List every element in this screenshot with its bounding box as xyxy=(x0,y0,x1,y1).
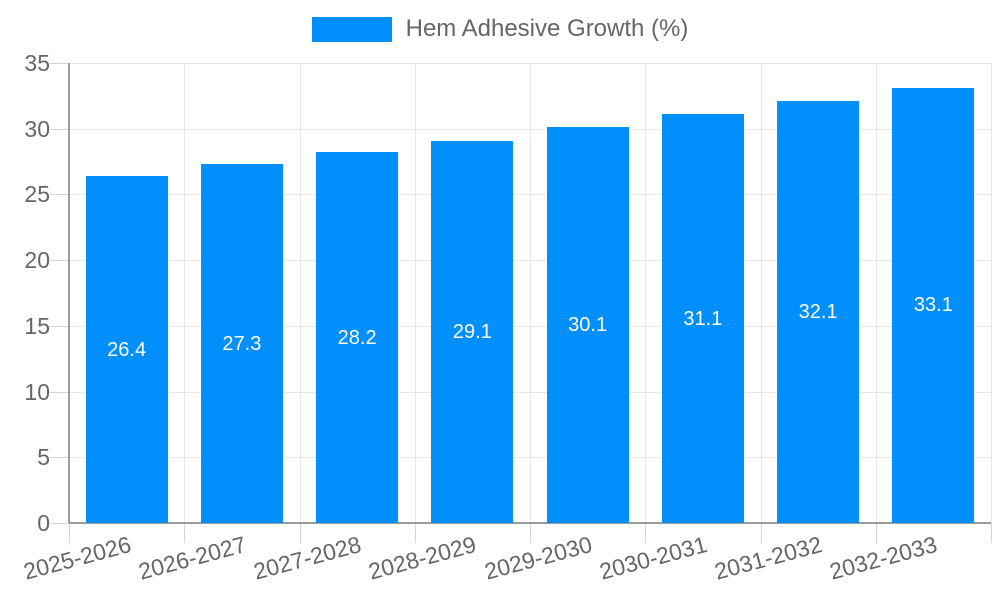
bar[interactable] xyxy=(431,140,514,523)
y-axis-tick xyxy=(50,63,69,64)
y-axis-label: 10 xyxy=(24,378,50,405)
bar-value-label: 29.1 xyxy=(452,320,492,343)
y-axis-label: 15 xyxy=(24,312,50,339)
x-axis-label: 2026-2027 xyxy=(135,531,249,585)
x-axis-label: 2030-2031 xyxy=(596,531,710,585)
y-axis-tick xyxy=(50,391,69,393)
y-axis-tick xyxy=(50,128,69,130)
gridline-vertical xyxy=(530,63,531,523)
bar[interactable] xyxy=(777,101,860,523)
gridline-vertical xyxy=(184,63,186,523)
y-axis-tick xyxy=(50,457,69,459)
y-axis-label: 5 xyxy=(37,444,50,471)
x-axis-tick xyxy=(69,523,70,543)
x-axis-tick xyxy=(299,523,301,543)
bar-value-label: 28.2 xyxy=(337,326,377,349)
bar[interactable] xyxy=(661,114,744,523)
x-axis-label: 2029-2030 xyxy=(481,531,595,585)
y-axis-tick xyxy=(50,260,69,262)
bar[interactable] xyxy=(892,87,975,523)
x-axis-tick xyxy=(760,523,762,543)
x-axis-line xyxy=(69,522,991,524)
bar[interactable] xyxy=(200,164,283,523)
bar-value-label: 26.4 xyxy=(107,338,147,361)
x-axis-label: 2032-2033 xyxy=(827,531,941,585)
x-axis-tick xyxy=(875,523,877,543)
bar-value-label: 32.1 xyxy=(798,301,838,324)
x-axis-tick xyxy=(414,523,416,543)
bar-value-label: 30.1 xyxy=(568,314,608,337)
y-axis-label: 35 xyxy=(24,50,50,76)
gridline-vertical xyxy=(760,63,762,523)
x-axis-label: 2028-2029 xyxy=(366,531,480,585)
y-axis-tick xyxy=(50,194,69,196)
y-axis-tick xyxy=(50,523,69,524)
x-axis-tick xyxy=(184,523,186,543)
bar[interactable] xyxy=(85,176,168,523)
x-axis-label: 2025-2026 xyxy=(20,531,134,585)
x-axis-label: 2031-2032 xyxy=(711,531,825,585)
y-axis-label: 25 xyxy=(24,181,50,208)
y-axis-label: 0 xyxy=(37,510,50,536)
bar-value-label: 33.1 xyxy=(913,294,953,317)
gridline-vertical xyxy=(299,63,301,523)
y-axis-label: 30 xyxy=(24,115,50,142)
x-axis-tick xyxy=(645,523,647,543)
bar[interactable] xyxy=(316,152,399,523)
bar-value-label: 27.3 xyxy=(222,332,262,355)
x-axis-tick xyxy=(530,523,531,543)
y-axis-line xyxy=(68,63,70,523)
y-axis-tick xyxy=(50,325,69,327)
gridline-vertical xyxy=(414,63,416,523)
legend-label: Hem Adhesive Growth (%) xyxy=(405,15,689,42)
gridline-vertical xyxy=(991,63,992,523)
gridline-vertical xyxy=(875,63,877,523)
legend-swatch xyxy=(311,16,392,42)
bar-value-label: 31.1 xyxy=(683,307,723,330)
x-axis-label: 2027-2028 xyxy=(250,531,364,585)
y-axis-label: 20 xyxy=(24,247,50,274)
legend[interactable]: Hem Adhesive Growth (%) xyxy=(0,15,1000,43)
bar[interactable] xyxy=(546,127,629,523)
x-axis-tick xyxy=(991,523,992,543)
gridline-vertical xyxy=(645,63,647,523)
